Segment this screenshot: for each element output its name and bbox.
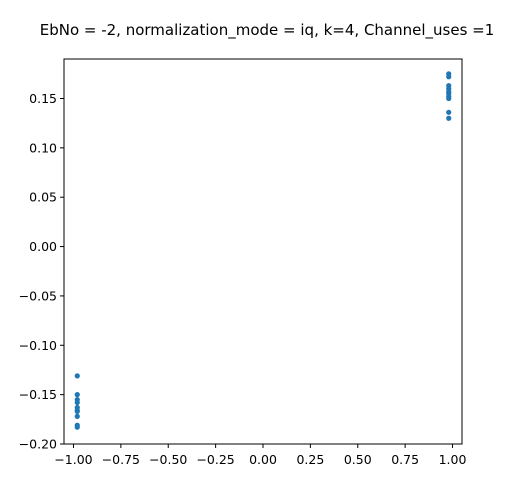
y-tick-label: −0.15 xyxy=(19,387,57,402)
x-tick-label: −0.50 xyxy=(149,452,187,467)
y-tick-label: 0.10 xyxy=(29,140,57,155)
data-point xyxy=(446,74,452,80)
data-point xyxy=(446,115,452,121)
y-axis: −0.20 −0.15 −0.10 −0.05 0.00 0.05 0.10 0.15 xyxy=(19,91,64,452)
x-tick-label: −0.75 xyxy=(102,452,140,467)
x-tick-label: −0.25 xyxy=(196,452,234,467)
y-tick-label: −0.20 xyxy=(19,437,57,452)
data-point xyxy=(74,399,80,406)
x-tick-label: 1.00 xyxy=(439,452,467,467)
x-axis: −1.00 −0.75 −0.50 −0.25 0.00 0.25 0.50 0.75 1.00 xyxy=(54,444,466,467)
data-point xyxy=(74,424,80,430)
x-tick-label: 0.00 xyxy=(249,452,277,467)
data-point xyxy=(74,413,80,419)
scatter-points xyxy=(74,71,452,430)
x-tick-label: −1.00 xyxy=(54,452,92,467)
chart-title: EbNo = -2, normalization_mode = iq, k=4,… xyxy=(40,21,495,40)
data-point xyxy=(74,392,80,398)
y-tick-label: −0.05 xyxy=(19,288,57,303)
y-tick-label: 0.05 xyxy=(29,190,57,205)
x-tick-label: 0.25 xyxy=(296,452,324,467)
data-point xyxy=(446,95,452,102)
x-tick-label: 0.75 xyxy=(391,452,419,467)
data-point xyxy=(446,109,452,115)
data-point xyxy=(74,408,80,415)
y-tick-label: 0.15 xyxy=(29,91,57,106)
plot-frame xyxy=(63,58,463,445)
data-point xyxy=(74,373,80,379)
data-point xyxy=(446,88,452,95)
x-tick-label: 0.50 xyxy=(344,452,372,467)
y-tick-label: 0.00 xyxy=(29,239,57,254)
y-tick-label: −0.10 xyxy=(19,338,57,353)
